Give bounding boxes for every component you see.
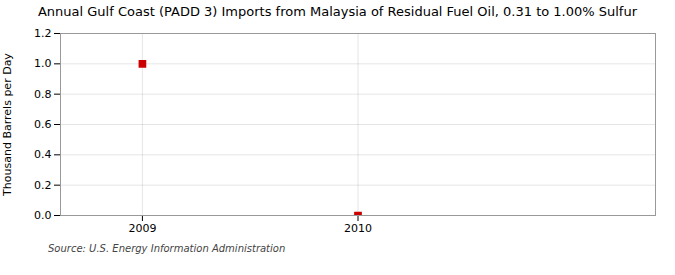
svg-text:1.2: 1.2 [34, 27, 52, 40]
svg-text:0.2: 0.2 [34, 179, 52, 192]
svg-text:Thousand Barrels per Day: Thousand Barrels per Day [1, 53, 14, 197]
svg-text:0.8: 0.8 [34, 88, 52, 101]
html-text:Source: U.S. Energy Informatio: Source: U.S. Energy Information Administ… [48, 243, 286, 254]
svg-text:0.0: 0.0 [34, 209, 52, 222]
html-text:Annual Gulf Coast (PADD 3) Imp: Annual Gulf Coast (PADD 3) Imports from … [38, 4, 637, 19]
svg-text:2010: 2010 [344, 222, 372, 235]
svg-text:0.6: 0.6 [34, 118, 52, 131]
svg-text:2009: 2009 [128, 222, 156, 235]
svg-text:0.4: 0.4 [34, 148, 52, 161]
svg-text:1.0: 1.0 [34, 57, 52, 70]
